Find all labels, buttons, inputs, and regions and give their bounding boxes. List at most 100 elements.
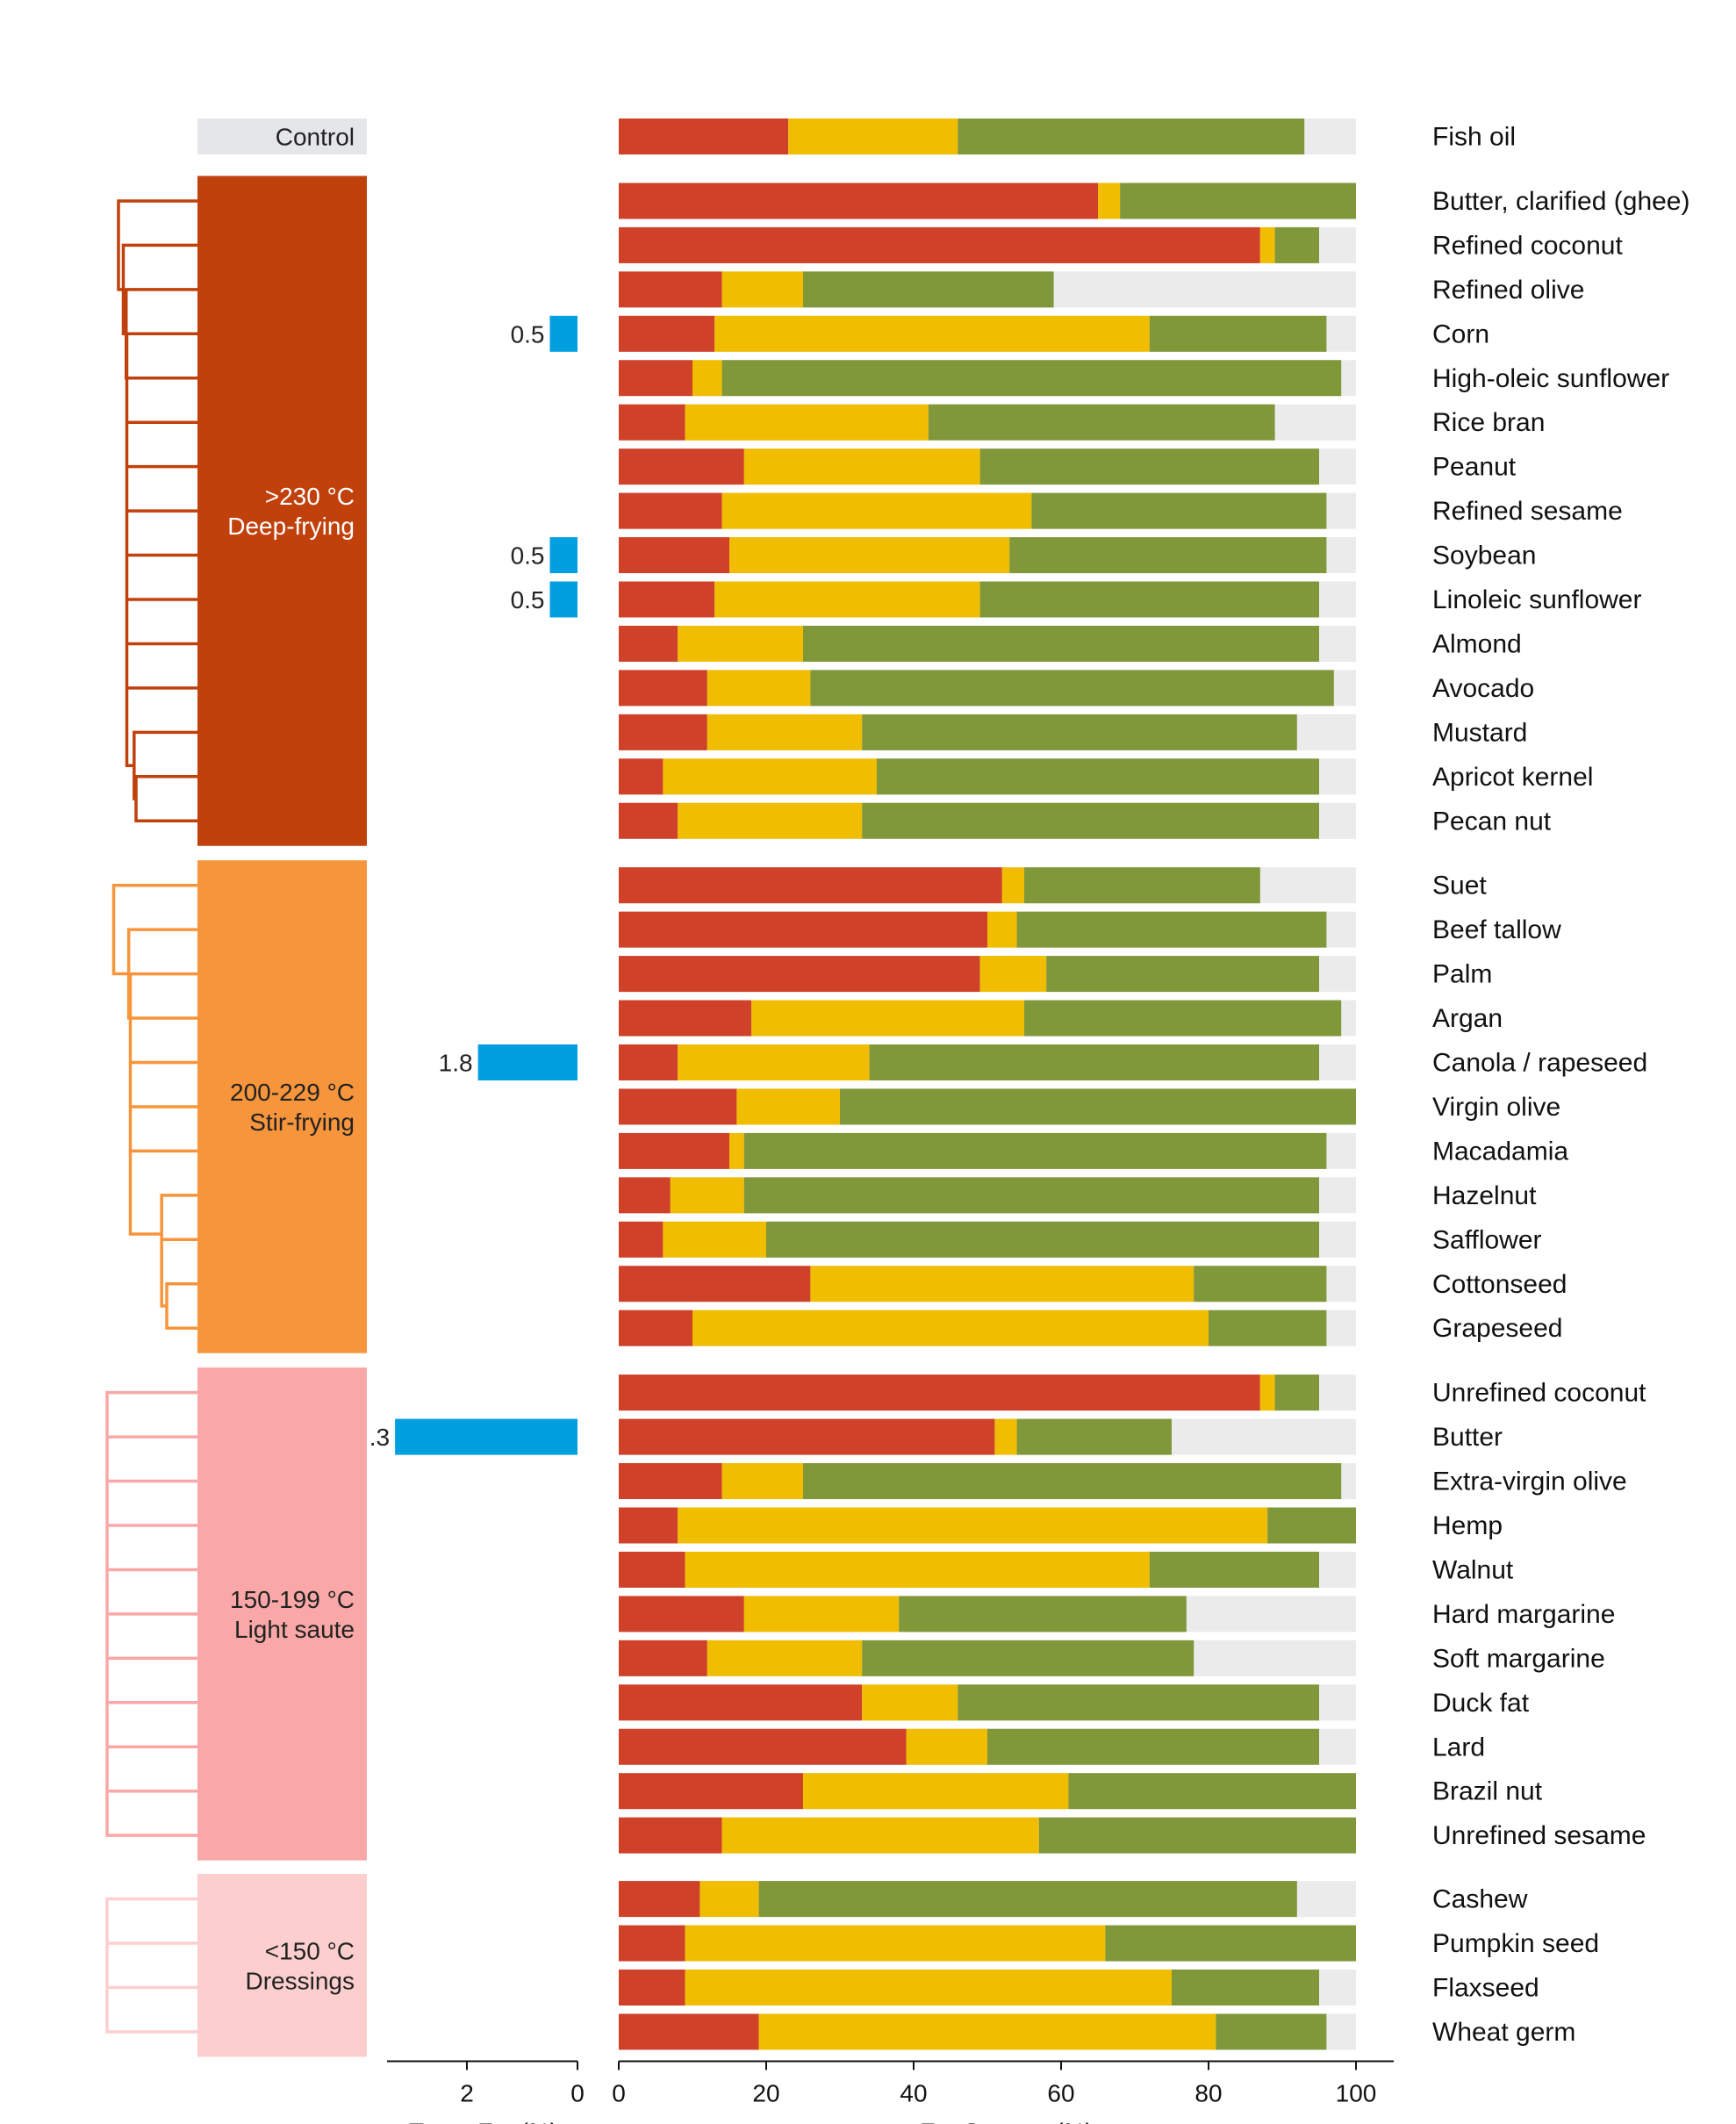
- oil-label: Canola / rapeseed: [1432, 1049, 1647, 1078]
- bar-segment: [1038, 1817, 1356, 1854]
- bar-segment: [619, 1817, 722, 1854]
- bar-segment: [1024, 1000, 1342, 1037]
- oil-label: Rice bran: [1432, 408, 1545, 437]
- dendrogram-light-saute: [105, 1390, 197, 1837]
- bar-segment: [678, 625, 803, 662]
- bar-segment: [721, 271, 803, 308]
- trans-fat-value: 0.5: [511, 320, 545, 348]
- bar-segment: [721, 492, 1032, 529]
- group-label: 200-229 °C: [230, 1079, 355, 1106]
- oil-label: Flaxseed: [1432, 1974, 1539, 2003]
- oil-label: Refined coconut: [1432, 231, 1623, 260]
- bar-segment: [840, 1088, 1356, 1125]
- bar-segment: [619, 1000, 752, 1037]
- bar-segment: [994, 1418, 1017, 1455]
- bar-segment: [685, 1551, 1150, 1588]
- bar-segment: [987, 1728, 1319, 1765]
- bar-segment: [619, 714, 707, 750]
- bar-segment: [743, 1177, 1319, 1214]
- group-label: Control: [276, 124, 355, 151]
- oil-label: Refined sesame: [1432, 497, 1623, 526]
- bar-segment: [743, 1132, 1327, 1169]
- bar-segment: [619, 1374, 1260, 1411]
- bar-segment: [678, 1507, 1268, 1544]
- bar-segment: [1274, 226, 1319, 263]
- oil-label: Pecan nut: [1432, 807, 1552, 836]
- oil-label: Mustard: [1432, 718, 1527, 747]
- bar-segment: [751, 1000, 1024, 1037]
- bar-segment: [862, 1640, 1194, 1676]
- x-tick-label: 40: [900, 2079, 927, 2106]
- x-tick-label: 80: [1194, 2079, 1222, 2106]
- bar-segment: [979, 956, 1047, 993]
- oil-label: Corn: [1432, 319, 1489, 348]
- oil-label: Almond: [1432, 629, 1522, 658]
- x-tick-label: 20: [752, 2079, 779, 2106]
- group-label: Deep-frying: [227, 513, 355, 540]
- bar-segment: [619, 1925, 685, 1962]
- bar-segment: [619, 1773, 803, 1810]
- oil-label: Butter, clarified (ghee): [1432, 187, 1689, 216]
- bar-segment: [619, 360, 692, 397]
- bar-segment: [1068, 1773, 1356, 1810]
- dendrogram-stir-frying: [111, 883, 197, 1330]
- bar-segment: [707, 670, 811, 707]
- trans-axis-label: Trans Fat (%): [409, 2118, 558, 2124]
- bar-segment: [729, 537, 1010, 574]
- x-tick-label: 0: [612, 2079, 626, 2106]
- bar-segment: [1001, 867, 1024, 904]
- bar-segment: [1046, 956, 1319, 993]
- trans-fat-value: 0.5: [511, 542, 545, 570]
- oil-label: Peanut: [1432, 453, 1517, 482]
- bar-segment: [877, 758, 1319, 795]
- bar-segment: [619, 537, 729, 574]
- fat-content-bars: [619, 118, 1356, 2050]
- bar-segment: [906, 1728, 987, 1765]
- bar-segment: [619, 625, 678, 662]
- bar-segment: [736, 1088, 840, 1125]
- bar-segment: [619, 183, 1098, 219]
- bar-segment: [619, 1088, 737, 1125]
- bar-segment: [979, 448, 1319, 485]
- bar-segment: [1149, 315, 1327, 352]
- trans-fat-value: 0.5: [511, 586, 545, 614]
- oil-label: Safflower: [1432, 1225, 1542, 1254]
- bar-segment: [1024, 867, 1260, 904]
- trans-fat-bar: [549, 537, 577, 574]
- bar-segment: [619, 448, 744, 485]
- group-label: Stir-frying: [249, 1109, 355, 1136]
- bar-segment: [766, 1221, 1319, 1258]
- bar-segment: [685, 404, 929, 441]
- bar-segment: [758, 1881, 1297, 1918]
- trans-fat-value: .3: [369, 1424, 390, 1451]
- bar-segment: [1098, 183, 1121, 219]
- bar-segment: [619, 802, 678, 839]
- bar-segment: [958, 1684, 1319, 1721]
- bar-segment: [1016, 911, 1327, 948]
- bar-segment: [619, 1310, 692, 1346]
- trans-fat-panel: 0.5 0.5 0.5 1.8 .3: [369, 315, 577, 1455]
- bar-segment: [810, 1266, 1194, 1302]
- bar-segment: [619, 1881, 700, 1918]
- oil-label: Palm: [1432, 960, 1492, 989]
- bar-segment: [862, 714, 1297, 750]
- oil-label: Unrefined sesame: [1432, 1821, 1646, 1850]
- bar-segment: [1009, 537, 1327, 574]
- bar-segment: [685, 1970, 1172, 2006]
- oil-label: Suet: [1432, 872, 1487, 901]
- oil-label: Linoleic sunflower: [1432, 585, 1641, 614]
- group-label: <150 °C: [265, 1937, 355, 1964]
- bar-segment: [619, 404, 685, 441]
- bar-segment: [670, 1177, 744, 1214]
- oil-label: Argan: [1432, 1004, 1503, 1033]
- bar-segment: [958, 118, 1305, 154]
- bar-segment: [979, 581, 1319, 618]
- oil-label: Duck fat: [1432, 1689, 1530, 1718]
- bar-segment: [803, 1773, 1069, 1810]
- group-blocks: Control >230 °C Deep-frying 200-229 °C Stir-…: [197, 118, 367, 2057]
- bar-segment: [619, 867, 1002, 904]
- oil-label: Refined olive: [1432, 276, 1584, 305]
- axes: 020406080100Fat Content (%)20Trans Fat (…: [387, 2060, 1394, 2124]
- bar-segment: [758, 2013, 1216, 2050]
- bar-segment: [707, 714, 863, 750]
